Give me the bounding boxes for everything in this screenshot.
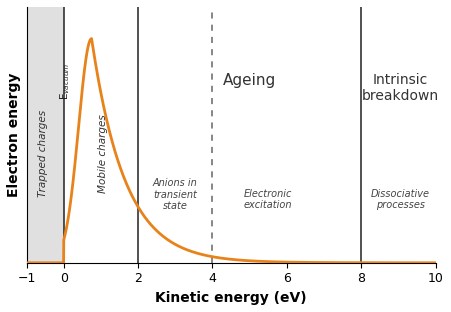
Text: Electronic
excitation: Electronic excitation	[244, 189, 293, 210]
X-axis label: Kinetic energy (eV): Kinetic energy (eV)	[155, 291, 307, 305]
Bar	[27, 7, 64, 263]
Text: Trapped charges: Trapped charges	[38, 110, 48, 197]
Text: Ageing: Ageing	[223, 73, 276, 88]
Text: Dissociative
processes: Dissociative processes	[371, 189, 430, 210]
Y-axis label: Electron energy: Electron energy	[7, 73, 21, 197]
Text: Intrinsic
breakdown: Intrinsic breakdown	[362, 73, 439, 103]
Text: E$_{vacuum}$: E$_{vacuum}$	[59, 63, 73, 100]
Text: Anions in
transient
state: Anions in transient state	[153, 178, 198, 211]
Text: Mobile charges: Mobile charges	[98, 114, 108, 193]
